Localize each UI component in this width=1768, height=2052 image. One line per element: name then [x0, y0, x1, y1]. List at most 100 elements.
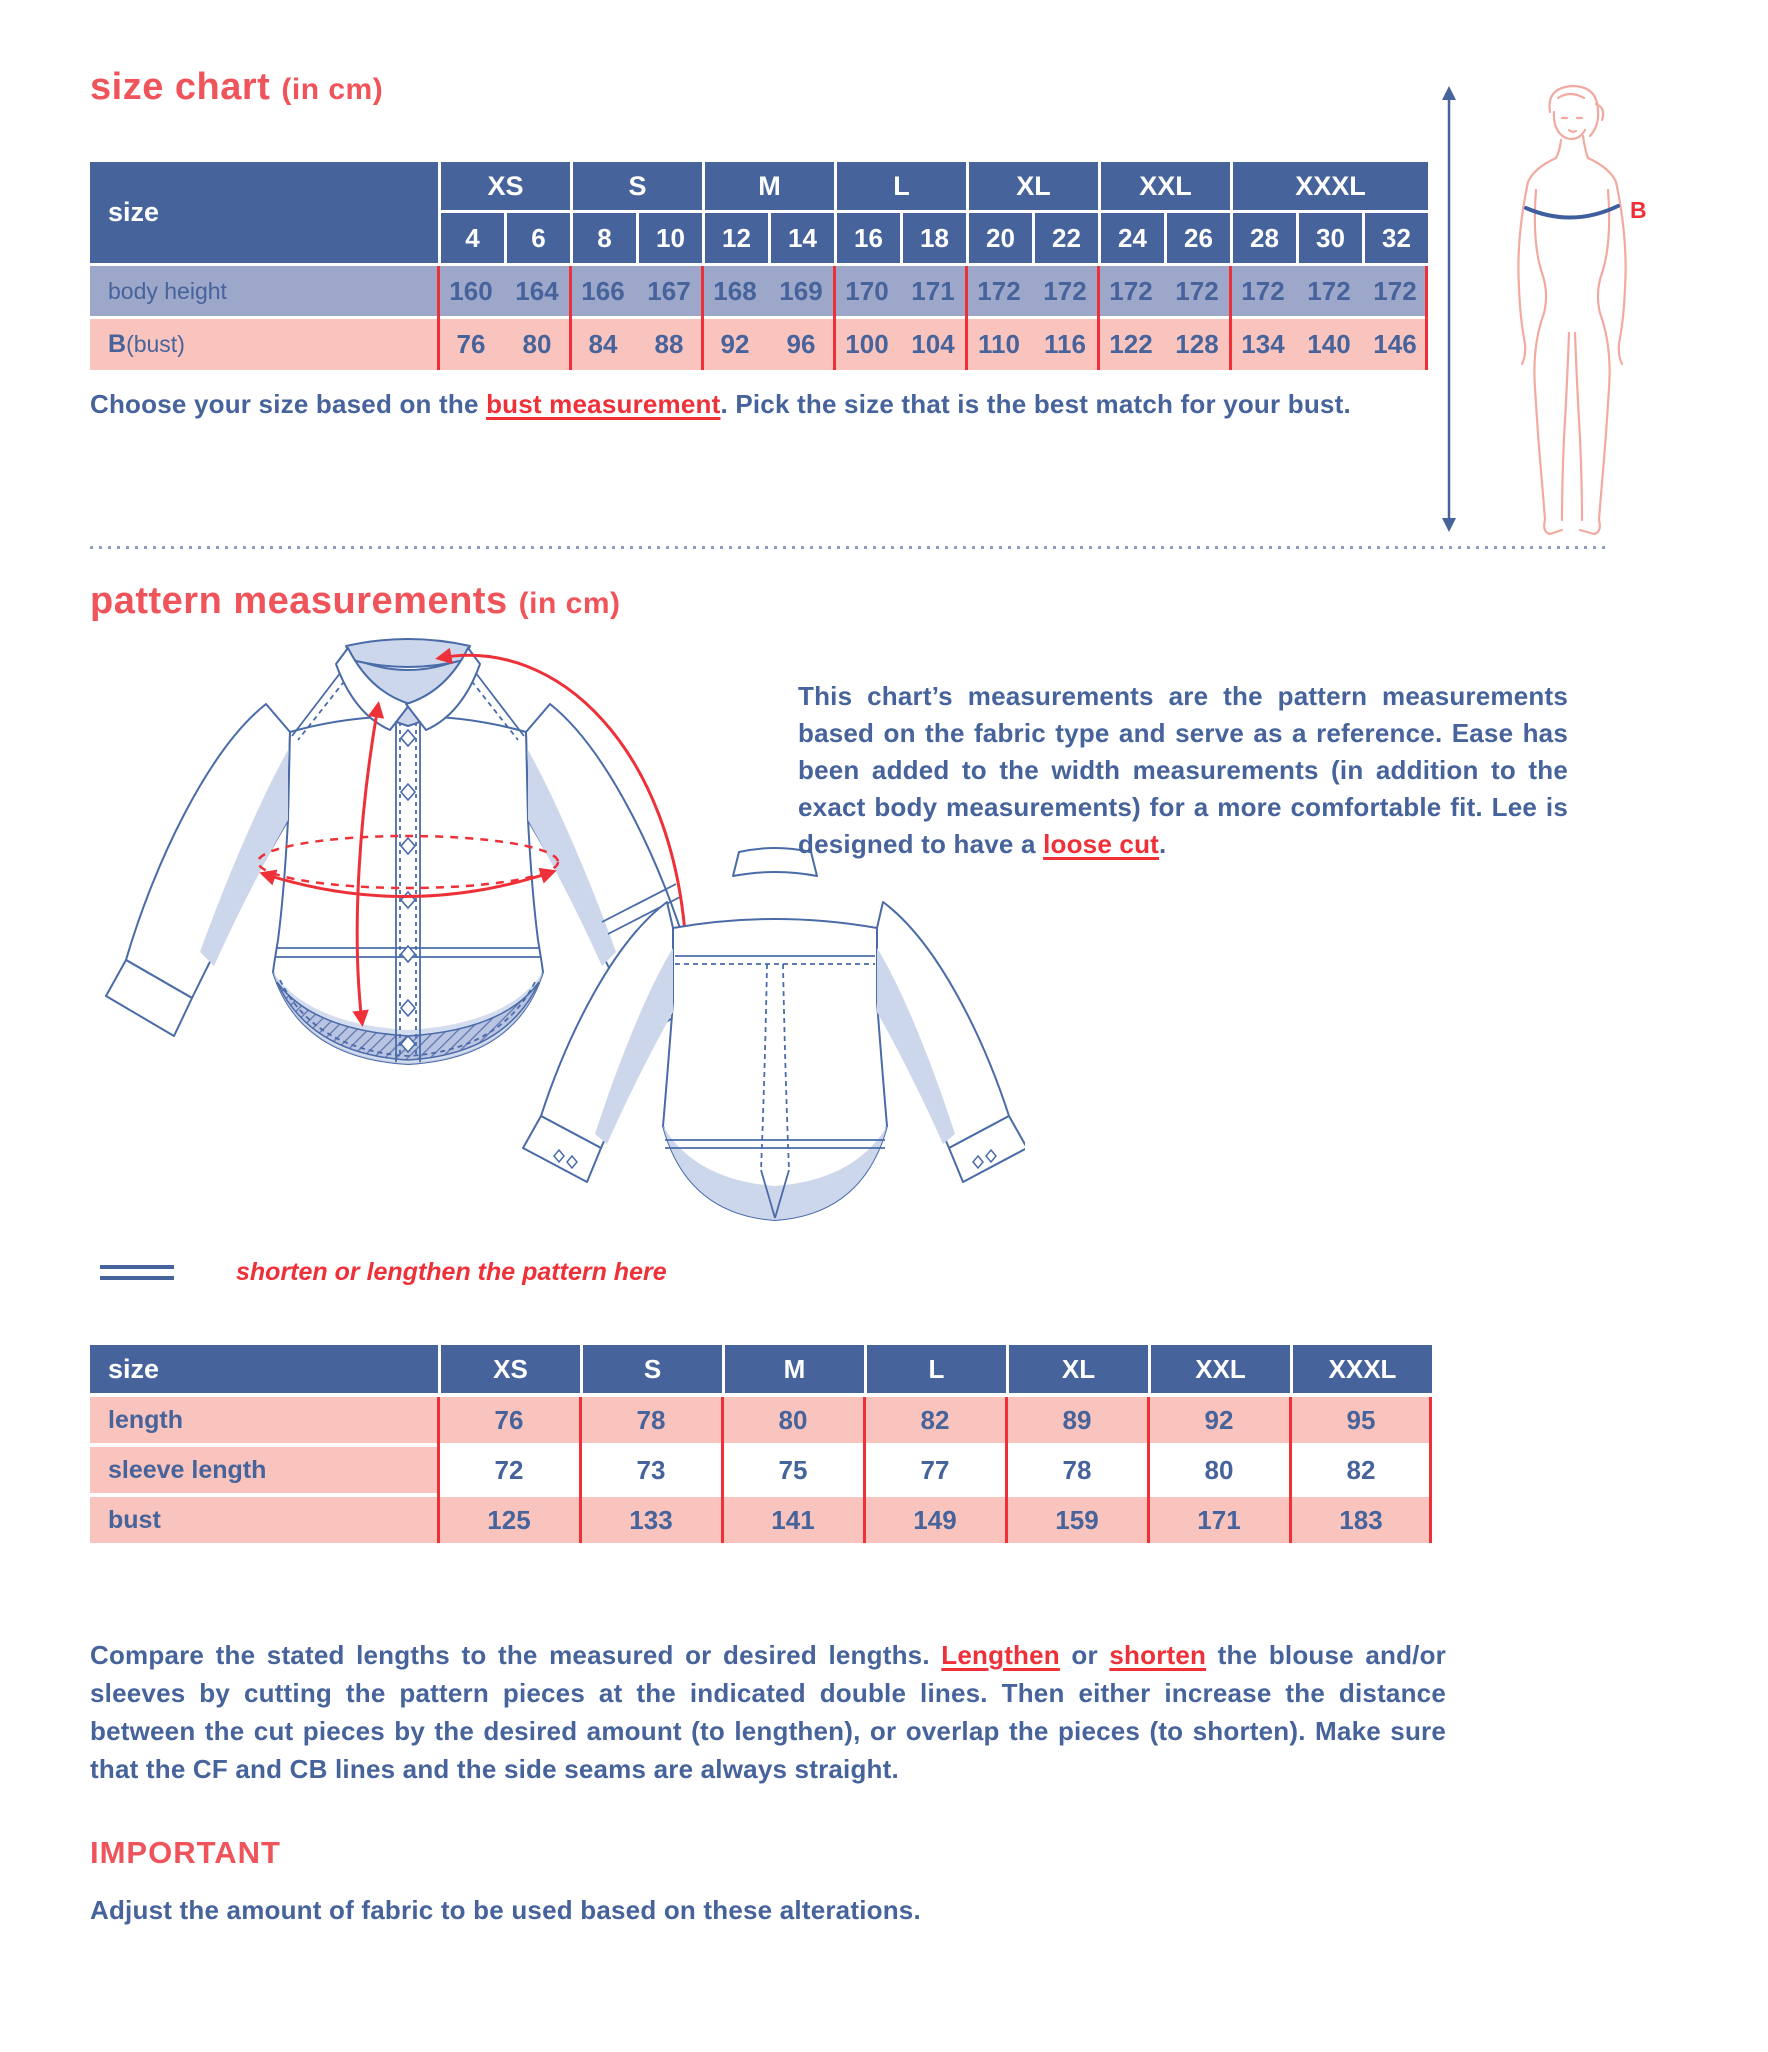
legend-label: shorten or lengthen the pattern here	[236, 1258, 667, 1286]
blouse-back-technical-drawing	[522, 847, 1025, 1221]
pattern-description: This chart’s measurements are the patter…	[798, 681, 1568, 859]
pattern-col-header-s: S	[580, 1345, 722, 1393]
size-chart-title-text: size chart	[90, 66, 271, 108]
size-chart-title: size chart (in cm)	[90, 66, 383, 109]
double-line-icon	[100, 1265, 174, 1280]
pattern-col-header-xs: XS	[438, 1345, 580, 1393]
column-separator-line	[1288, 1397, 1292, 1543]
table-cell: 167	[636, 266, 702, 316]
table-cell: 82	[864, 1397, 1006, 1443]
table-cell: 80	[1148, 1447, 1290, 1493]
table-cell: 76	[438, 319, 504, 370]
table-cell: 95	[1290, 1397, 1432, 1443]
pattern-measurements-table: size XS S M L XL XXL XXXL length 76 78 8…	[90, 1345, 1432, 1543]
pattern-col-header-l: L	[864, 1345, 1006, 1393]
table-cell: 172	[1296, 266, 1362, 316]
shorten-link[interactable]: shorten	[1109, 1640, 1207, 1670]
size-chart-title-unit: (in cm)	[281, 73, 384, 106]
size-chart-corner-label: size	[90, 162, 438, 263]
body-figure-illustration: B	[1517, 84, 1647, 536]
table-cell: 140	[1296, 319, 1362, 370]
pattern-table-corner-label: size	[90, 1345, 438, 1393]
row-label-bust: bust	[90, 1497, 438, 1543]
size-number-header: 10	[636, 213, 702, 263]
table-cell: 172	[1032, 266, 1098, 316]
size-note: Choose your size based on the bust measu…	[90, 389, 1351, 419]
group-separator-line	[568, 266, 572, 370]
size-number-header: 22	[1032, 213, 1098, 263]
size-number-header: 6	[504, 213, 570, 263]
bust-measure-line	[1524, 204, 1620, 220]
lengthen-link[interactable]: Lengthen	[941, 1640, 1060, 1670]
column-separator-line	[436, 1397, 440, 1543]
column-separator-line	[1146, 1397, 1150, 1543]
size-number-header: 16	[834, 213, 900, 263]
size-group-header-xxxl: XXXL	[1230, 162, 1428, 210]
pattern-measurements-title: pattern measurements (in cm)	[90, 580, 621, 623]
pattern-col-header-xl: XL	[1006, 1345, 1148, 1393]
group-separator-line	[832, 266, 836, 370]
size-number-header: 8	[570, 213, 636, 263]
group-separator-line	[1096, 266, 1100, 370]
size-chart-table: size XS S M L XL XXL XXXL 4 6 8 10 12 14…	[90, 162, 1428, 370]
table-cell: 128	[1164, 319, 1230, 370]
table-cell: 133	[580, 1497, 722, 1543]
size-number-header: 12	[702, 213, 768, 263]
table-cell: 77	[864, 1447, 1006, 1493]
size-number-header: 30	[1296, 213, 1362, 263]
table-cell: 89	[1006, 1397, 1148, 1443]
table-cell: 92	[702, 319, 768, 370]
size-group-header-xxl: XXL	[1098, 162, 1230, 210]
size-group-header-s: S	[570, 162, 702, 210]
table-cell: 172	[1098, 266, 1164, 316]
table-cell: 183	[1290, 1497, 1432, 1543]
body-height-arrow	[1442, 86, 1456, 532]
table-cell: 134	[1230, 319, 1296, 370]
important-note: Adjust the amount of fabric to be used b…	[90, 1895, 921, 1925]
table-cell: 78	[1006, 1447, 1148, 1493]
table-cell: 166	[570, 266, 636, 316]
table-cell: 76	[438, 1397, 580, 1443]
table-cell: 146	[1362, 319, 1428, 370]
size-group-header-xl: XL	[966, 162, 1098, 210]
shorten-lengthen-legend: shorten or lengthen the pattern here	[100, 1258, 667, 1287]
table-cell: 125	[438, 1497, 580, 1543]
alteration-note: Compare the stated lengths to the measur…	[90, 1640, 1447, 1784]
table-cell: 122	[1098, 319, 1164, 370]
pattern-measurements-title-text: pattern measurements	[90, 580, 508, 622]
section-divider	[90, 546, 1606, 549]
table-cell: 171	[1148, 1497, 1290, 1543]
table-cell: 141	[722, 1497, 864, 1543]
size-number-header: 14	[768, 213, 834, 263]
size-number-header: 4	[438, 213, 504, 263]
column-separator-line	[578, 1397, 582, 1543]
table-cell: 160	[438, 266, 504, 316]
table-cell: 88	[636, 319, 702, 370]
table-cell: 171	[900, 266, 966, 316]
table-cell: 75	[722, 1447, 864, 1493]
group-separator-line	[1228, 266, 1232, 370]
row-label-bust: B (bust)	[90, 319, 438, 370]
column-separator-line	[1429, 1397, 1432, 1543]
table-cell: 84	[570, 319, 636, 370]
size-group-header-l: L	[834, 162, 966, 210]
table-cell: 172	[1164, 266, 1230, 316]
row-label-sleeve-length: sleeve length	[90, 1447, 438, 1493]
loose-cut-link[interactable]: loose cut	[1043, 829, 1160, 859]
group-separator-line	[1425, 266, 1428, 370]
pattern-col-header-m: M	[722, 1345, 864, 1393]
table-cell: 100	[834, 319, 900, 370]
row-label-body-height: body height	[90, 266, 438, 316]
table-cell: 110	[966, 319, 1032, 370]
table-cell: 72	[438, 1447, 580, 1493]
size-number-header: 24	[1098, 213, 1164, 263]
size-number-header: 28	[1230, 213, 1296, 263]
pattern-col-header-xxl: XXL	[1148, 1345, 1290, 1393]
group-separator-line	[964, 266, 968, 370]
pattern-measurements-title-unit: (in cm)	[518, 587, 621, 620]
size-group-header-xs: XS	[438, 162, 570, 210]
table-cell: 159	[1006, 1497, 1148, 1543]
table-cell: 104	[900, 319, 966, 370]
bust-measurement-link[interactable]: bust measurement	[486, 389, 721, 419]
